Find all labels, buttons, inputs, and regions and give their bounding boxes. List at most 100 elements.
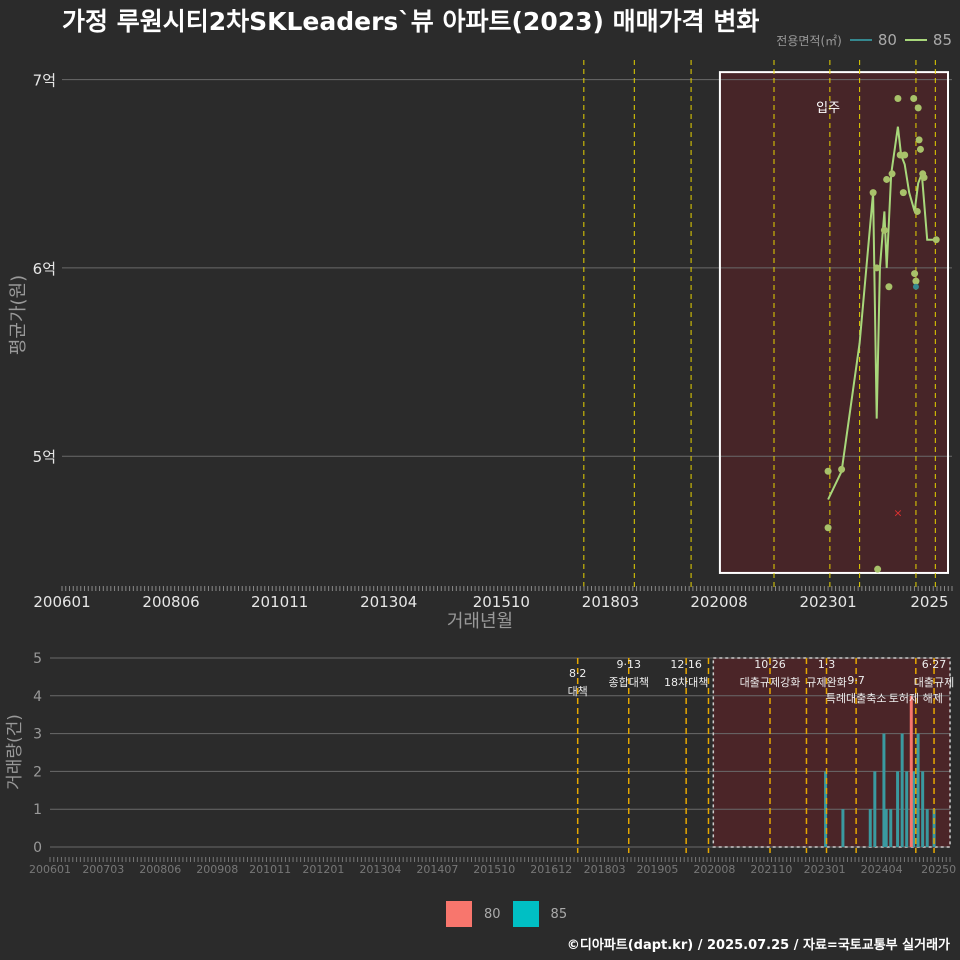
volume-y-tick-label-1: 1	[33, 802, 42, 818]
legend-item-80: 80	[849, 31, 897, 49]
price-point-85	[874, 565, 882, 573]
price-y-tick-label-0: 5억	[33, 448, 56, 466]
volume-y-tick-label-2: 2	[33, 764, 42, 780]
volume-policy-label-8: 토허제 해제	[889, 691, 943, 705]
volume-x-tick-label-0: 200601	[29, 863, 71, 876]
legend-label-85: 85	[932, 31, 952, 49]
move-in-annotation: 입주	[816, 101, 840, 116]
price-y-tick-label-2: 7억	[33, 72, 56, 90]
volume-bar-85	[824, 771, 828, 847]
volume-x-tick-label-15: 202404	[861, 863, 903, 876]
volume-x-tick-label-1: 200703	[82, 863, 124, 876]
volume-policy-label-7: 9·7	[847, 674, 865, 687]
volume-policy-label-0: 대책	[568, 685, 588, 698]
price-point-85	[913, 207, 921, 215]
price-point-85	[932, 236, 940, 244]
volume-policy-label-9: 6·27	[922, 658, 947, 671]
price-point-80	[912, 283, 919, 290]
price-x-axis-title: 거래년월	[447, 611, 513, 632]
price-point-85	[910, 94, 918, 102]
volume-legend-item-80: 80	[446, 901, 501, 927]
volume-bar-85	[921, 771, 925, 847]
volume-policy-label-0: 8·2	[569, 667, 587, 680]
price-x-tick-label-4: 201510	[473, 593, 530, 611]
price-x-tick-label-6: 202008	[690, 593, 747, 611]
price-point-85	[883, 175, 891, 183]
legend-line-85	[904, 39, 927, 41]
legend-title: 전용면적(㎡)	[776, 33, 842, 48]
price-point-85	[915, 136, 923, 144]
volume-policy-label-1: 종합대책	[608, 676, 648, 689]
price-x-tick-label-5: 201803	[582, 593, 639, 611]
volume-policy-label-2: 18차대책	[664, 676, 708, 689]
volume-x-tick-label-5: 201201	[302, 863, 344, 876]
volume-legend-label-80: 80	[484, 906, 501, 922]
price-point-85	[916, 145, 924, 153]
volume-x-tick-label-14: 202301	[804, 863, 846, 876]
volume-bar-85	[884, 809, 888, 847]
price-highlight-frame	[718, 71, 950, 574]
price-point-85	[888, 170, 896, 178]
legend-line-80	[849, 39, 872, 41]
volume-bar-85	[882, 733, 886, 847]
price-point-85	[880, 226, 888, 234]
volume-swatch-85	[512, 901, 539, 927]
price-point-85	[912, 277, 920, 285]
volume-x-tick-label-7: 201407	[416, 863, 458, 876]
price-highlight-band	[719, 72, 948, 573]
price-point-85	[901, 151, 909, 159]
price-point-85	[838, 465, 846, 473]
volume-y-tick-label-3: 3	[33, 727, 42, 743]
chart-title: 가정 루원시티2차SKLeaders`뷰 아파트(2023) 매매가격 변화	[62, 7, 760, 36]
price-x-tick-label-7: 202301	[799, 593, 856, 611]
price-point-85	[899, 189, 907, 197]
volume-policy-label-2: 12·16	[670, 658, 702, 671]
price-y-axis-title: 평균가(원)	[8, 275, 29, 355]
volume-policy-label-6: 1·3	[818, 658, 836, 671]
volume-x-tick-label-4: 201011	[249, 863, 291, 876]
volume-policy-label-6: 규제완화	[806, 676, 846, 689]
price-x-tick-label-1: 200806	[142, 593, 199, 611]
footer-credit: ©디아파트(dapt.kr) / 2025.07.25 / 자료=국토교통부 실…	[566, 938, 950, 953]
volume-y-axis-title: 거래량(건)	[5, 714, 25, 790]
price-x-tick-label-3: 201304	[360, 593, 417, 611]
price-point-85	[911, 270, 919, 278]
cancelled-deal-marker: ×	[893, 507, 902, 520]
volume-x-tick-label-6: 201304	[359, 863, 401, 876]
volume-legend-label-85: 85	[550, 906, 568, 922]
volume-policy-label-1: 9·13	[616, 658, 641, 671]
price-x-tick-label-0: 200601	[33, 593, 90, 611]
price-point-85	[914, 104, 922, 112]
volume-bar-80	[909, 695, 913, 847]
price-point-85	[824, 524, 832, 532]
volume-bar-85	[916, 733, 920, 847]
volume-y-tick-label-5: 5	[33, 651, 42, 667]
area-legend: 전용면적(㎡) 80 85	[776, 31, 952, 49]
volume-y-tick-label-4: 4	[33, 689, 42, 705]
volume-bar-85	[889, 809, 893, 847]
volume-policy-label-4: 10·26	[754, 658, 786, 671]
volume-bar-85	[900, 733, 904, 847]
volume-legend-item-85: 85	[512, 901, 568, 927]
price-point-85	[894, 94, 902, 102]
volume-x-tick-label-10: 201803	[584, 863, 626, 876]
price-point-85	[885, 283, 893, 291]
price-x-tick-label-8: 2025	[910, 593, 948, 611]
volume-legend: 80 85	[446, 901, 579, 927]
price-y-tick-label-1: 6억	[33, 260, 56, 278]
legend-item-85: 85	[904, 31, 952, 49]
volume-bar-85	[841, 809, 845, 847]
volume-x-tick-label-12: 202008	[693, 863, 735, 876]
volume-x-tick-label-8: 201510	[473, 863, 515, 876]
volume-swatch-80	[446, 901, 472, 927]
volume-x-tick-label-16: 20250	[921, 863, 956, 876]
volume-highlight-frame	[712, 657, 951, 848]
volume-policy-label-9: 대출규제	[914, 676, 954, 689]
volume-policy-label-7: 특례대출축소	[826, 692, 887, 705]
volume-x-tick-label-9: 201612	[530, 863, 572, 876]
volume-y-tick-label-0: 0	[33, 840, 42, 856]
price-line-85	[827, 126, 934, 500]
volume-bar-85	[905, 771, 909, 847]
volume-bar-85	[912, 771, 916, 847]
